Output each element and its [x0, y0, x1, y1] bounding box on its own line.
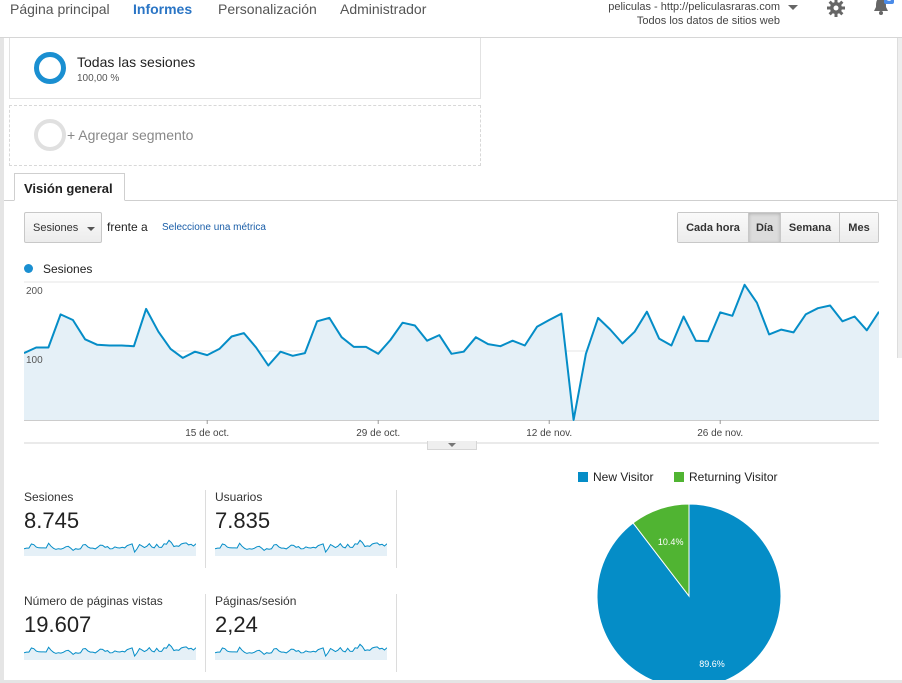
- x-tick-label: 26 de nov.: [697, 428, 743, 439]
- y-tick-label: 100: [26, 355, 43, 366]
- metric-value: 2,24: [215, 612, 258, 637]
- legend-swatch: [578, 472, 588, 482]
- period-hourly-button[interactable]: Cada hora: [678, 213, 749, 242]
- select-metric-link[interactable]: Seleccione una métrica: [162, 222, 266, 233]
- notification-badge: 1: [884, 0, 894, 4]
- pie-slice-label: 89.6%: [699, 659, 725, 669]
- scrollbar[interactable]: [897, 38, 902, 358]
- metric-select[interactable]: Sesiones: [24, 212, 102, 243]
- sparkline: [215, 539, 387, 556]
- divider: [205, 594, 206, 672]
- empty-segment-ring-icon: [34, 119, 66, 151]
- nav-item-home[interactable]: Página principal: [10, 1, 110, 17]
- pie-slice-label: 10.4%: [658, 537, 684, 547]
- left-frame: [0, 38, 4, 683]
- legend-swatch: [674, 472, 684, 482]
- segment-all-sessions[interactable]: Todas las sesiones 100,00 %: [9, 38, 481, 99]
- collapse-chart-handle[interactable]: [427, 441, 477, 450]
- nav-item-customization[interactable]: Personalización: [218, 1, 317, 17]
- period-week-button[interactable]: Semana: [781, 213, 840, 242]
- x-tick-label: 12 de nov.: [526, 428, 572, 439]
- metric-card-pageviews[interactable]: Número de páginas vistas 19.607: [24, 594, 196, 660]
- visitor-pie-chart[interactable]: 89.6% 10.4%: [596, 503, 782, 683]
- gear-icon[interactable]: [826, 0, 846, 18]
- pie-legend-new[interactable]: New Visitor: [578, 470, 653, 484]
- sparkline: [24, 643, 196, 660]
- legend-label: Returning Visitor: [689, 470, 778, 484]
- period-month-button[interactable]: Mes: [840, 213, 878, 242]
- x-tick-label: 15 de oct.: [185, 428, 229, 439]
- bottom-rule: [0, 680, 902, 683]
- segment-ring-icon: [34, 52, 66, 84]
- metric-value: 7.835: [215, 508, 271, 533]
- metric-value: 8.745: [24, 508, 80, 533]
- pie-slice-returning-visitor[interactable]: [632, 503, 690, 598]
- legend-label: Sesiones: [43, 262, 93, 276]
- metric-card-pages-per-session[interactable]: Páginas/sesión 2,24: [215, 594, 387, 660]
- area-fill: [24, 284, 879, 420]
- metric-label: Sesiones: [24, 490, 74, 504]
- metric-label: Páginas/sesión: [215, 594, 297, 608]
- account-view: Todos los datos de sitios web: [636, 15, 780, 27]
- sparkline: [215, 643, 387, 660]
- top-nav: Página principal Informes Personalizació…: [0, 0, 902, 38]
- y-tick-label: 200: [26, 286, 43, 297]
- sparkline: [24, 539, 196, 556]
- series-line: [24, 283, 879, 421]
- divider: [396, 594, 397, 672]
- nav-item-reports[interactable]: Informes: [133, 1, 193, 17]
- period-day-button[interactable]: Día: [749, 213, 781, 242]
- legend-label: New Visitor: [593, 470, 654, 484]
- sessions-chart[interactable]: 200 100 15 de oct. 29 de oct. 12 de nov. 26…: [24, 280, 879, 450]
- account-selector[interactable]: peliculas - http://peliculasraras.com To…: [608, 0, 798, 28]
- metric-label: Usuarios: [215, 490, 263, 504]
- add-segment-button[interactable]: + Agregar segmento: [9, 105, 481, 166]
- metric-select-value: Sesiones: [33, 222, 79, 234]
- segment-title: Todas las sesiones: [77, 54, 196, 70]
- metric-card-sessions[interactable]: Sesiones 8.745: [24, 490, 196, 556]
- dropdown-arrow-icon: [87, 227, 95, 231]
- chevron-down-icon[interactable]: [788, 5, 798, 10]
- metric-card-users[interactable]: Usuarios 7.835: [215, 490, 387, 556]
- account-name: peliculas - http://peliculasraras.com: [608, 1, 780, 13]
- add-segment-label: + Agregar segmento: [67, 127, 194, 143]
- divider: [396, 490, 397, 568]
- divider: [205, 490, 206, 568]
- segment-percentage: 100,00 %: [77, 73, 120, 84]
- pie-legend-returning[interactable]: Returning Visitor: [674, 470, 778, 484]
- tab-strip: [4, 200, 897, 201]
- metric-value: 19.607: [24, 612, 92, 637]
- x-tick-label: 29 de oct.: [356, 428, 400, 439]
- nav-item-admin[interactable]: Administrador: [340, 1, 427, 17]
- metric-label: Número de páginas vistas: [24, 594, 163, 608]
- period-toggle: Cada hora Día Semana Mes: [677, 212, 879, 243]
- legend-marker: [24, 264, 33, 273]
- tab-overview[interactable]: Visión general: [14, 173, 125, 201]
- versus-label: frente a: [107, 220, 148, 234]
